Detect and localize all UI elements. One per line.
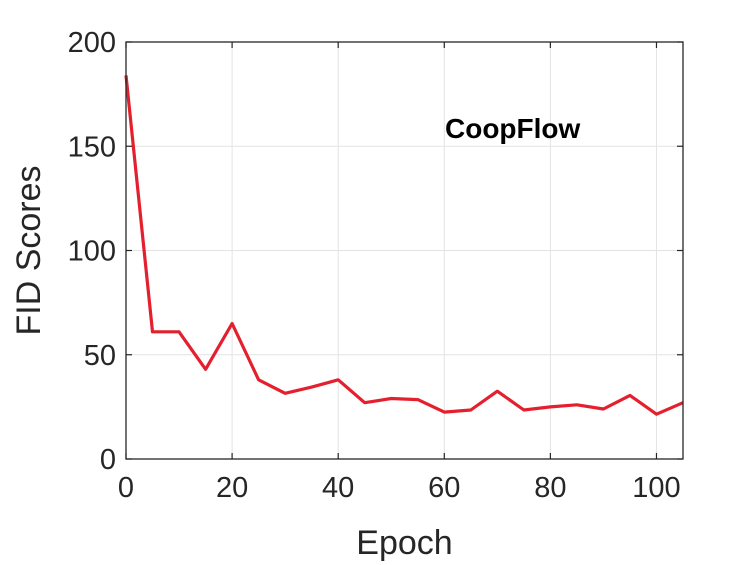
chart-annotation: CoopFlow [445,113,581,144]
x-tick-label: 40 [322,472,354,504]
ticks-group: 0 20 40 60 80 100 0 50 100 150 200 [68,27,683,504]
x-tick-label: 80 [534,472,566,504]
x-tick-label: 100 [632,472,680,504]
x-axis-title: Epoch [356,524,452,562]
series-line [124,75,684,416]
y-tick-label: 100 [68,236,116,268]
x-tick-label: 20 [216,472,248,504]
x-tick-label: 60 [428,472,460,504]
series-group [124,75,684,416]
y-tick-label: 150 [68,131,116,163]
y-tick-label: 200 [68,27,116,59]
y-tick-label: 50 [84,340,116,372]
y-tick-label: 0 [100,444,116,476]
x-tick-label: 0 [118,472,134,504]
y-axis-title: FID Scores [10,165,48,335]
